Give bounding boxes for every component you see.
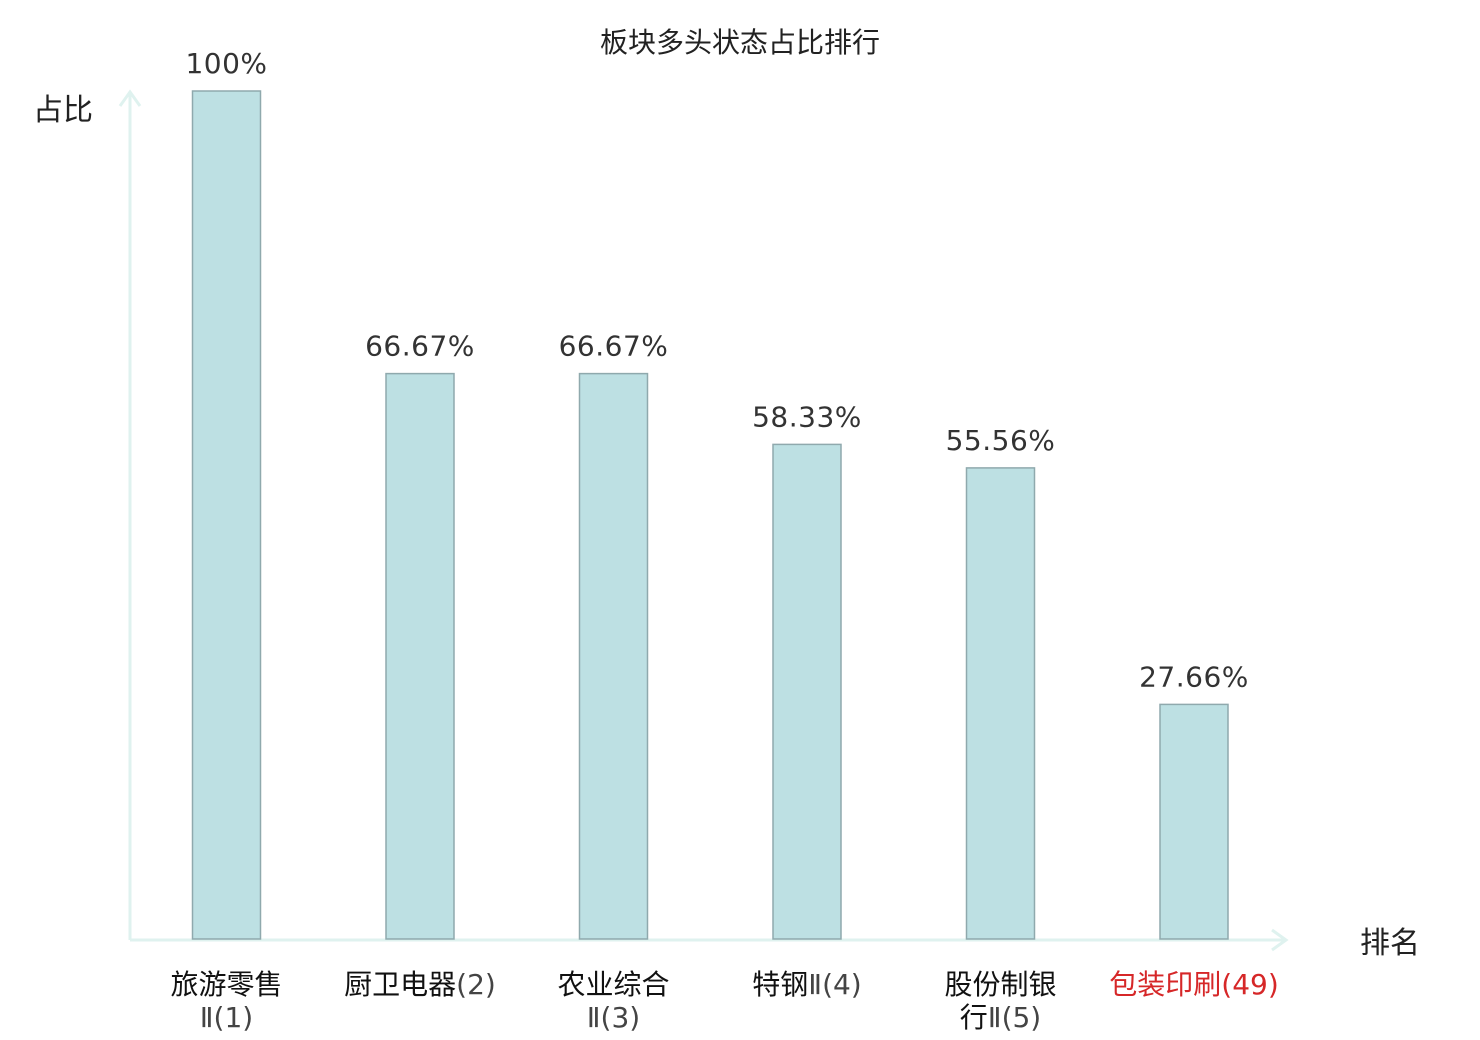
- value-label-3: 66.67%: [559, 330, 669, 363]
- value-label-6: 27.66%: [1139, 660, 1249, 693]
- category-label-5-line-1: 股份制银: [944, 968, 1056, 1001]
- category-name: 特钢: [752, 968, 808, 1001]
- value-label-4: 58.33%: [752, 400, 862, 433]
- value-labels-group: 100% 66.67% 66.67% 58.33% 55.56% 27.66%: [185, 47, 1248, 693]
- y-axis-label: 占比: [33, 93, 93, 128]
- category-label-3-line-1: 农业综合: [557, 968, 669, 1001]
- category-name: 农业综合: [557, 968, 669, 1001]
- bar-4: [772, 443, 842, 940]
- x-axis: 排名: [130, 926, 1420, 961]
- y-axis: 占比: [33, 89, 142, 940]
- category-label-6: 包装印刷(49): [1109, 968, 1279, 1001]
- category-name: 股份制银: [944, 968, 1056, 1001]
- chart-title: 板块多头状态占比排行: [600, 26, 880, 59]
- category-label-1-line-1: 旅游零售: [170, 968, 282, 1001]
- bar-1: [191, 90, 262, 940]
- bars-group: [191, 90, 1229, 940]
- value-label-5: 55.56%: [946, 424, 1056, 457]
- category-label-3-line-2: Ⅱ(3): [587, 1001, 640, 1034]
- bar-3: [578, 372, 649, 940]
- category-name: 旅游零售: [170, 968, 282, 1001]
- category-rank: Ⅱ(5): [988, 1001, 1041, 1034]
- category-rank: (49): [1221, 968, 1278, 1001]
- value-label-1: 100%: [185, 47, 267, 80]
- category-name: 包装印刷: [1109, 968, 1221, 1001]
- category-label-1-line-2: Ⅱ(1): [200, 1001, 253, 1034]
- x-axis-label: 排名: [1360, 926, 1420, 961]
- category-rank: Ⅱ(4): [808, 968, 861, 1001]
- category-rank: Ⅱ(3): [587, 1001, 640, 1034]
- category-label-4: 特钢Ⅱ(4): [752, 968, 861, 1001]
- bar-6: [1159, 703, 1229, 940]
- bar-2: [385, 372, 455, 940]
- x-axis-arrow: [1271, 928, 1289, 952]
- category-label-2: 厨卫电器(2): [344, 968, 496, 1001]
- category-name: 厨卫电器: [344, 968, 456, 1001]
- bar-5: [965, 467, 1036, 940]
- value-label-2: 66.67%: [365, 330, 475, 363]
- category-name: 行: [960, 1001, 988, 1034]
- category-rank: Ⅱ(1): [200, 1001, 253, 1034]
- y-axis-arrow: [118, 89, 142, 107]
- category-rank: (2): [456, 968, 496, 1001]
- category-label-5-line-2: 行Ⅱ(5): [960, 1001, 1041, 1034]
